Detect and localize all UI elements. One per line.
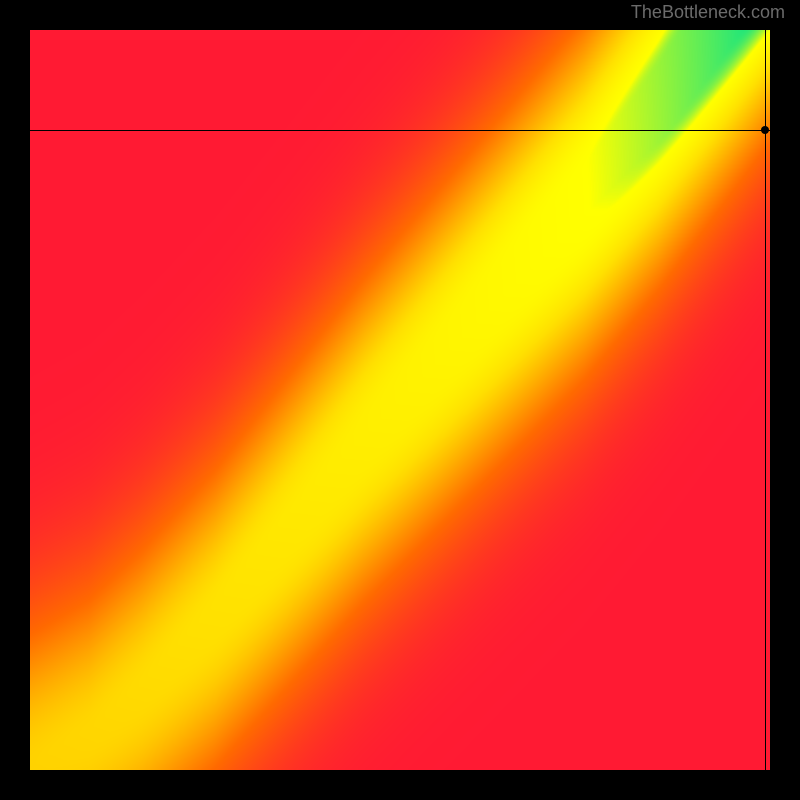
chart-area bbox=[30, 30, 770, 770]
chart-frame bbox=[0, 0, 800, 800]
crosshair-vertical bbox=[765, 30, 766, 770]
crosshair-horizontal bbox=[30, 130, 770, 131]
watermark-text: TheBottleneck.com bbox=[631, 2, 785, 23]
heatmap-canvas bbox=[30, 30, 770, 770]
crosshair-marker bbox=[761, 126, 769, 134]
